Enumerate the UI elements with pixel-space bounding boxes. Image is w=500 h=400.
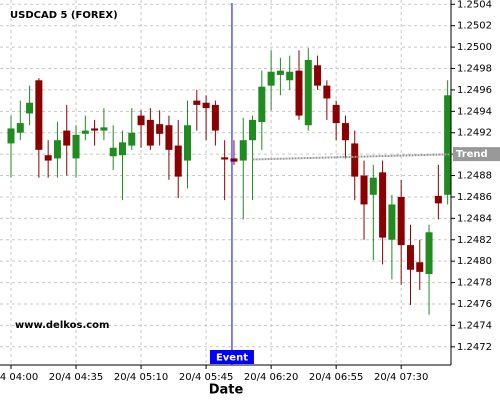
y-tick-label: 1.2472 <box>457 342 492 353</box>
y-tick-label: 1.2496 <box>457 85 492 96</box>
candle-body <box>434 195 442 204</box>
y-tick-label: 1.2492 <box>457 128 492 139</box>
candle-body <box>100 127 108 131</box>
y-tick-label: 1.2482 <box>457 235 492 246</box>
candle-body <box>26 102 34 114</box>
candle-body <box>44 155 52 161</box>
candle-body <box>258 86 266 123</box>
candle-body <box>239 140 247 161</box>
x-tick-label: 20/4 04:35 <box>49 372 103 383</box>
chart-title: USDCAD 5 (FOREX) <box>10 10 118 21</box>
candle-body <box>193 100 201 105</box>
candle-body <box>406 245 414 270</box>
candle-body <box>295 70 303 116</box>
candle-body <box>184 125 192 161</box>
candle-body <box>156 124 164 134</box>
x-tick-label: 20/4 04:00 <box>0 372 38 383</box>
candle-body <box>230 158 238 162</box>
candle-body <box>174 145 182 177</box>
candle-body <box>416 262 424 272</box>
candle-body <box>137 115 145 126</box>
candle-body <box>369 177 377 195</box>
candle-body <box>118 142 126 156</box>
candle-body <box>425 232 433 275</box>
event-label-box <box>209 350 254 364</box>
y-tick-label: 1.2480 <box>457 256 492 267</box>
candle-body <box>81 130 89 134</box>
x-tick-label: 20/4 06:55 <box>309 372 363 383</box>
plot-marks <box>7 3 457 365</box>
candle-body <box>165 125 173 150</box>
trend-label-box <box>453 147 500 162</box>
candle-body <box>72 134 80 159</box>
candle-body <box>397 196 405 246</box>
candle-body <box>444 95 452 195</box>
y-tick-label: 1.2486 <box>457 192 492 203</box>
candle-body <box>63 130 71 146</box>
candle-body <box>341 123 349 141</box>
y-tick-label: 1.2484 <box>457 213 492 224</box>
candle-body <box>360 175 368 205</box>
labels: 1.2472 1.2474 1.2476 1.2478 1.2480 1.2482 1.24… <box>0 0 500 383</box>
candle-body <box>276 70 284 75</box>
candle-body <box>91 128 99 131</box>
x-tick-label: 20/4 05:45 <box>179 372 233 383</box>
y-tick-label: 1.2474 <box>457 320 492 331</box>
y-tick-label: 1.2478 <box>457 278 492 289</box>
event-label: Event <box>216 353 248 364</box>
x-tick-label: 20/4 05:10 <box>114 372 168 383</box>
candle-body <box>221 157 229 160</box>
y-tick-label: 1.2494 <box>457 106 492 117</box>
candle-body <box>314 65 322 86</box>
candle-body <box>332 104 340 124</box>
trend-line <box>252 153 457 161</box>
candle-body <box>53 140 61 159</box>
candle-body <box>249 119 257 141</box>
candle-body <box>388 204 396 240</box>
x-tick-label: 20/4 06:20 <box>244 372 298 383</box>
y-tick-label: 1.2498 <box>457 64 492 75</box>
candle-body <box>351 143 359 177</box>
candle-body <box>323 85 331 99</box>
y-tick-label: 1.2476 <box>457 299 492 310</box>
x-axis-label: Date <box>209 383 244 398</box>
candle-body <box>286 71 294 81</box>
candle-body <box>211 104 219 131</box>
candle-body <box>128 132 136 146</box>
y-tick-label: 1.2504 <box>457 0 492 10</box>
watermark: www.delkos.com <box>15 320 109 331</box>
trend-label: Trend <box>456 149 488 160</box>
candle-body <box>267 71 275 86</box>
candle-body <box>304 59 312 126</box>
y-tick-label: 1.2500 <box>457 42 492 53</box>
candle-body <box>7 128 15 144</box>
candle-body <box>146 119 154 146</box>
y-tick-label: 1.2502 <box>457 21 492 32</box>
x-tick-label: 20/4 07:30 <box>374 372 428 383</box>
candle-body <box>109 147 117 157</box>
candle-body <box>35 80 43 150</box>
y-tick-label: 1.2488 <box>457 171 492 182</box>
candle-body <box>379 172 387 238</box>
candle-body <box>202 102 210 109</box>
candle-body <box>16 123 24 133</box>
